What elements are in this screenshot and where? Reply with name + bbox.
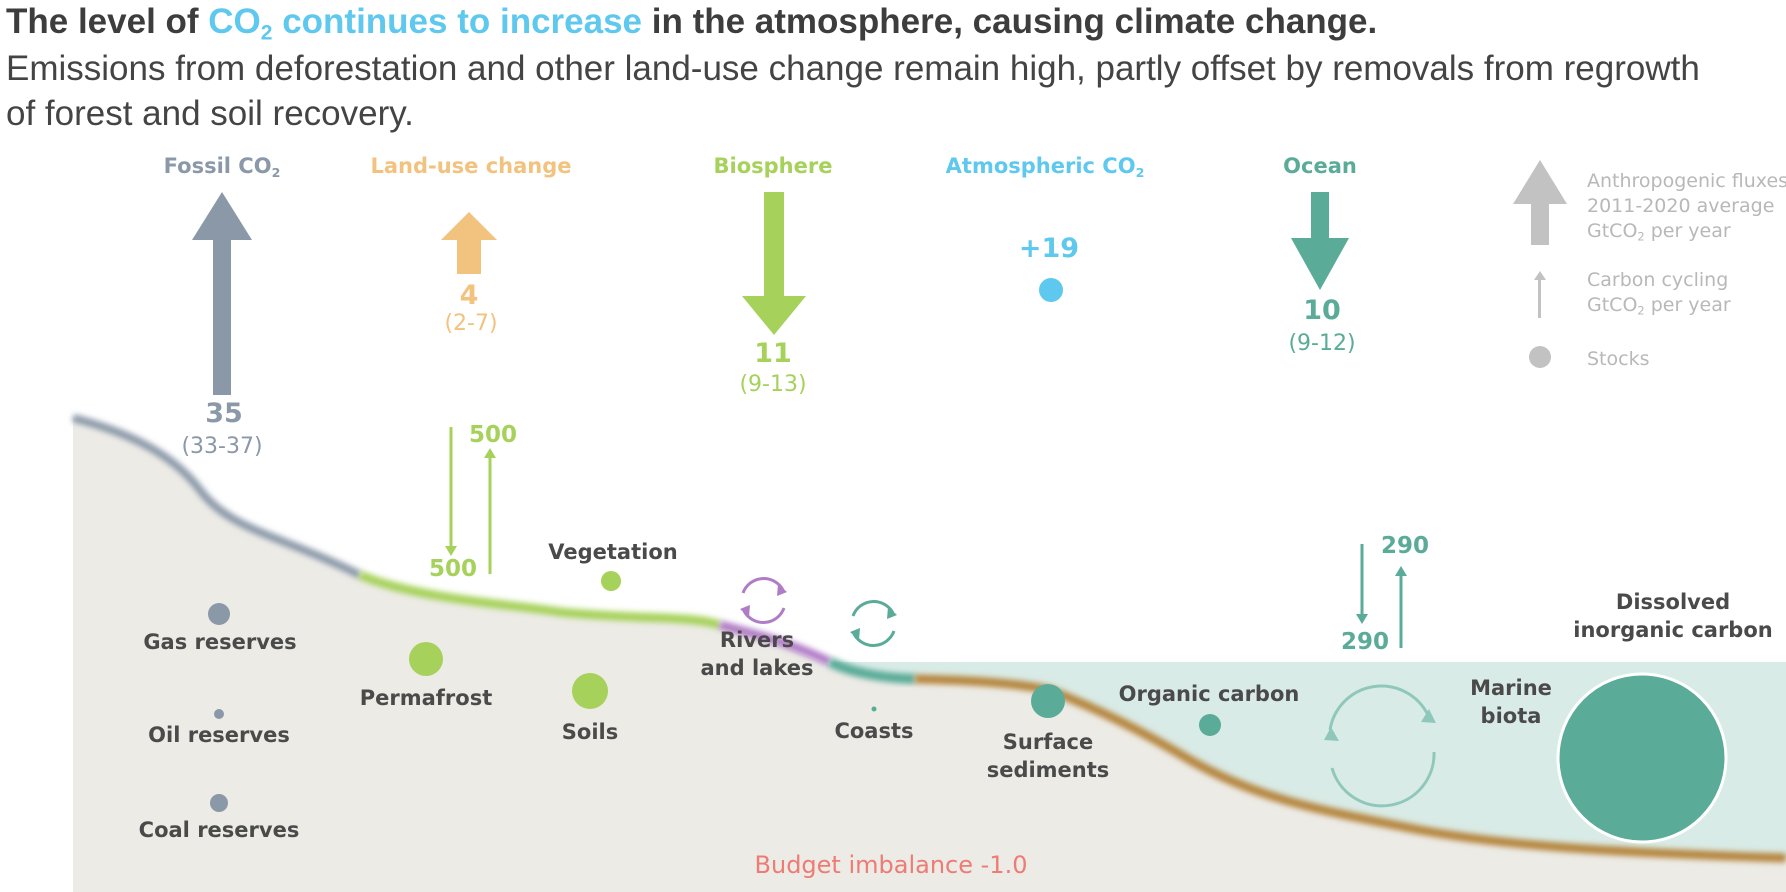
ocean-cycling-arrows bbox=[1356, 544, 1407, 648]
fossil-range: (33-37) bbox=[181, 434, 263, 459]
dissolved-inorganic-carbon-label: Dissolved inorganic carbon bbox=[1573, 588, 1772, 644]
legend-cycling-unit: GtCO bbox=[1587, 294, 1638, 316]
coal-reserves-dot bbox=[210, 794, 228, 812]
rivers-label-line1: Rivers bbox=[719, 628, 795, 652]
vegetation-dot bbox=[601, 571, 621, 591]
biosphere-label: Biosphere bbox=[713, 154, 833, 178]
subtitle: Emissions from deforestation and other l… bbox=[6, 49, 1700, 133]
marine-biota-label: Marine biota bbox=[1470, 674, 1552, 730]
land-mass bbox=[73, 418, 1786, 892]
coal-reserves-label: Coal reserves bbox=[138, 818, 300, 842]
land-cycling-down-value: 500 bbox=[429, 556, 478, 582]
legend-cycling-unit-rest: per year bbox=[1644, 294, 1731, 316]
land-use-value: 4 bbox=[459, 280, 479, 311]
atmosphere-stock-dot bbox=[1039, 278, 1063, 302]
fossil-co2-label-text: Fossil CO bbox=[163, 154, 272, 178]
legend-cycling-line1: Carbon cycling bbox=[1587, 269, 1729, 291]
legend-stocks-text: Stocks bbox=[1587, 348, 1650, 370]
gas-reserves-label: Gas reserves bbox=[143, 630, 297, 654]
headline-part1: The level of bbox=[6, 2, 209, 41]
legend-cycling-text: Carbon cycling GtCO2 per year bbox=[1587, 268, 1731, 323]
rivers-label-line2: and lakes bbox=[700, 656, 814, 680]
legend-anthropogenic-line1: Anthropogenic fluxes bbox=[1587, 170, 1786, 192]
dissolved-line2: inorganic carbon bbox=[1573, 618, 1773, 642]
headline-highlight: CO2 continues to increase bbox=[208, 2, 643, 45]
gas-reserves-dot bbox=[208, 603, 230, 625]
rivers-cycle-icon bbox=[740, 577, 787, 624]
ocean-range: (9-12) bbox=[1288, 331, 1356, 356]
ocean-cycling-up-value: 290 bbox=[1381, 533, 1430, 559]
atmospheric-co2-label-text: Atmospheric CO bbox=[945, 154, 1136, 178]
dissolved-line1: Dissolved bbox=[1615, 590, 1731, 614]
biosphere-value: 11 bbox=[754, 338, 792, 369]
legend-anthropogenic-text: Anthropogenic fluxes 2011-2020 average G… bbox=[1587, 169, 1786, 249]
surface-sediments-line1: Surface bbox=[1002, 730, 1094, 754]
surface-sediments-dot bbox=[1031, 684, 1065, 718]
rivers-and-lakes-label: Rivers and lakes bbox=[701, 626, 814, 682]
ocean-value: 10 bbox=[1303, 295, 1341, 326]
headline-co-sub: 2 bbox=[260, 21, 273, 45]
legend-flux-arrow-icon bbox=[1513, 160, 1567, 245]
legend-cycling-line2: GtCO2 per year bbox=[1587, 293, 1731, 323]
legend-anthropogenic-unit-rest: per year bbox=[1644, 220, 1731, 242]
atmosphere-value: +19 bbox=[1018, 233, 1080, 264]
fossil-co2-label: Fossil CO2 bbox=[164, 154, 281, 180]
permafrost-dot bbox=[409, 642, 443, 676]
marine-biota-cycle-icon bbox=[1324, 684, 1436, 808]
land-cycling-up-value: 500 bbox=[469, 422, 518, 448]
marine-biota-line1: Marine bbox=[1470, 676, 1552, 700]
coast-surface bbox=[827, 657, 916, 684]
surface-sediments-line2: sediments bbox=[986, 758, 1110, 782]
headline-co: CO bbox=[208, 2, 261, 41]
dissolved-inorganic-carbon-dot bbox=[1556, 672, 1728, 844]
coasts-cycle-icon bbox=[850, 600, 897, 647]
green-surface bbox=[358, 570, 722, 630]
legend-stock-dot bbox=[1529, 346, 1551, 368]
legend-cycling-unit-sub: 2 bbox=[1637, 303, 1645, 318]
soils-label: Soils bbox=[561, 720, 619, 744]
sediment-surface bbox=[914, 674, 1786, 863]
biosphere-arrow bbox=[742, 192, 806, 335]
permafrost-label: Permafrost bbox=[359, 686, 493, 710]
land-cycling-arrows bbox=[445, 427, 496, 574]
oil-reserves-label: Oil reserves bbox=[148, 723, 290, 747]
organic-carbon-label: Organic carbon bbox=[1118, 682, 1300, 706]
atmospheric-co2-label: Atmospheric CO2 bbox=[946, 154, 1145, 180]
land-use-arrow bbox=[441, 212, 497, 274]
ocean-label: Ocean bbox=[1283, 154, 1357, 178]
legend-anthropogenic-line3: GtCO2 per year bbox=[1587, 219, 1786, 249]
headline-increase: continues to increase bbox=[272, 2, 643, 41]
fossil-value: 35 bbox=[205, 398, 243, 429]
fossil-co2-label-sub: 2 bbox=[271, 164, 281, 180]
budget-imbalance-label: Budget imbalance -1.0 bbox=[754, 851, 1028, 879]
legend-anthropogenic-unit: GtCO bbox=[1587, 220, 1638, 242]
legend-anthropogenic-line2: 2011-2020 average bbox=[1587, 195, 1775, 217]
surface-sediments-label: Surface sediments bbox=[987, 728, 1110, 784]
ocean-arrow bbox=[1291, 192, 1349, 290]
legend-anthropogenic-unit-sub: 2 bbox=[1637, 229, 1645, 244]
marine-biota-line2: biota bbox=[1480, 704, 1542, 728]
organic-carbon-dot bbox=[1199, 714, 1221, 736]
headline-part2: in the atmosphere, causing climate chang… bbox=[642, 2, 1378, 41]
ocean-cycling-down-value: 290 bbox=[1341, 629, 1390, 655]
rivers-surface bbox=[718, 620, 832, 667]
coasts-label: Coasts bbox=[834, 719, 914, 743]
vegetation-label: Vegetation bbox=[548, 540, 678, 564]
headline: The level of CO2 continues to increase i… bbox=[6, 2, 1377, 45]
legend-cycling-arrow-icon bbox=[1534, 271, 1546, 318]
biosphere-range: (9-13) bbox=[739, 372, 807, 397]
fossil-surface bbox=[72, 414, 362, 579]
land-use-change-label: Land-use change bbox=[370, 154, 572, 178]
land-use-range: (2-7) bbox=[444, 311, 498, 336]
atmospheric-co2-label-sub: 2 bbox=[1135, 164, 1145, 180]
oil-reserves-dot bbox=[214, 709, 224, 719]
soils-dot bbox=[572, 673, 608, 709]
fossil-arrow bbox=[192, 192, 252, 395]
coasts-dot bbox=[871, 706, 877, 712]
